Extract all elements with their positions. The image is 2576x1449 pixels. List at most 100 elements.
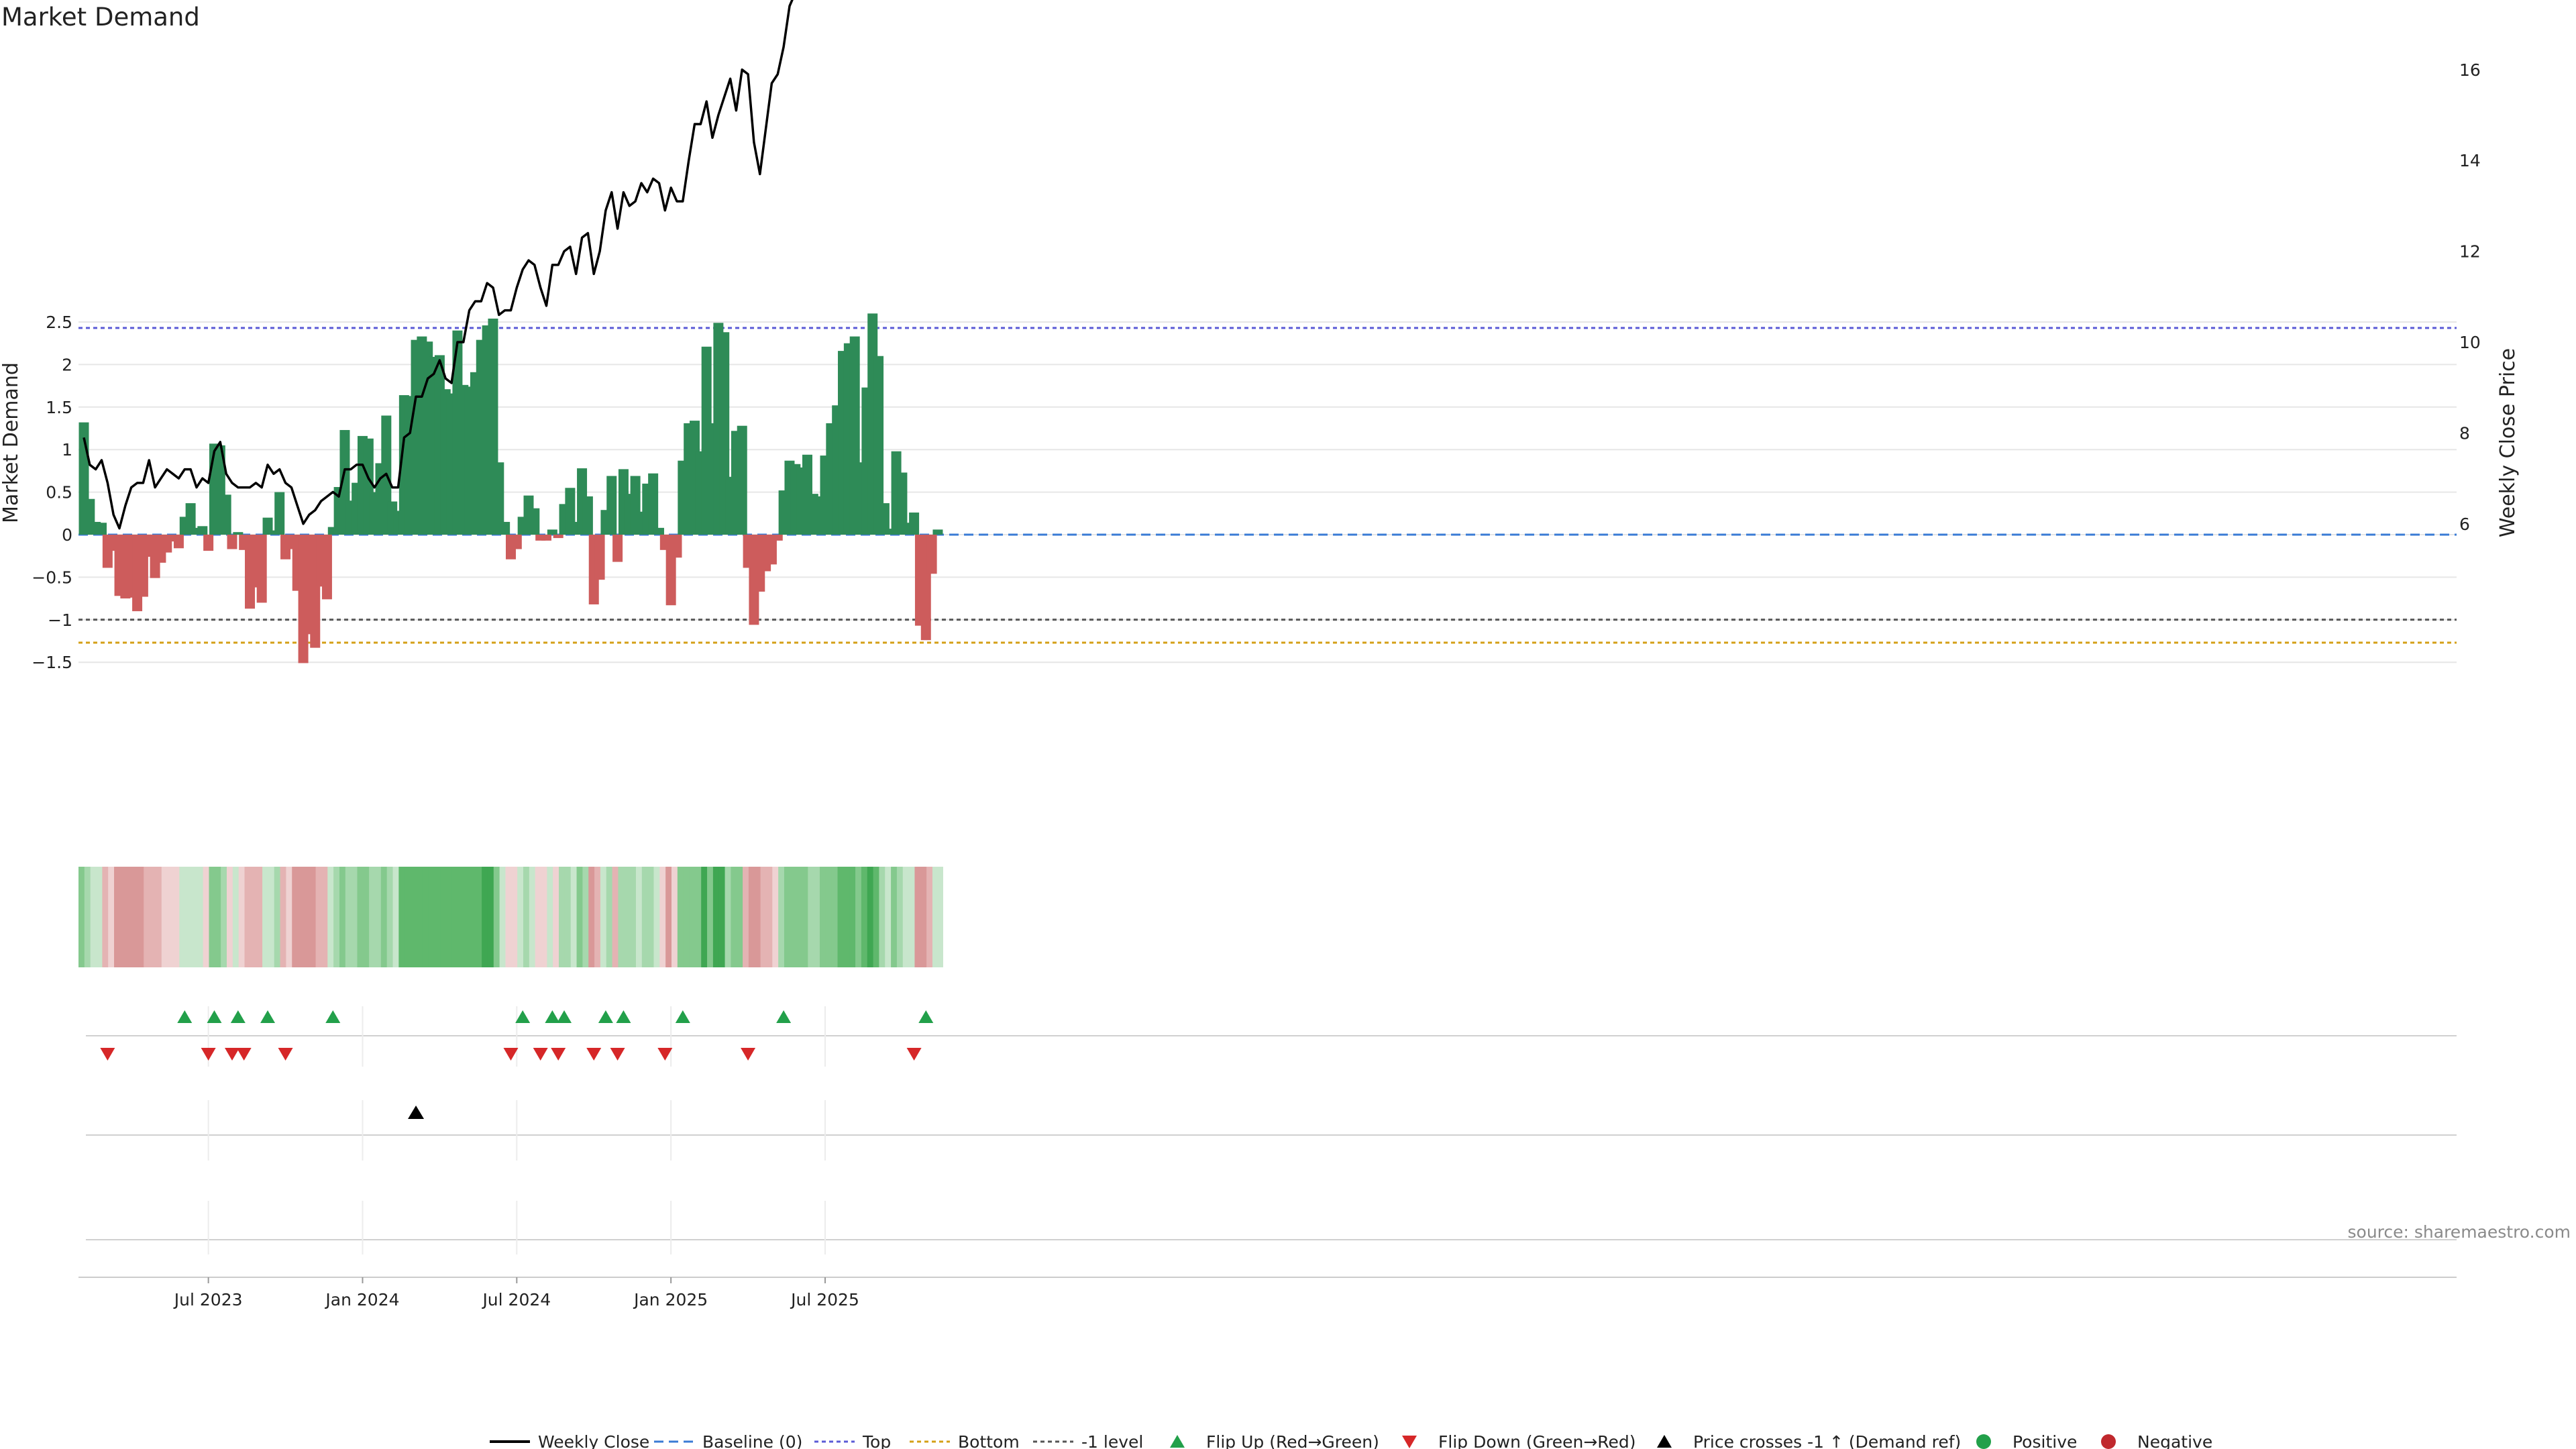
flip-down-marker bbox=[586, 1048, 602, 1061]
flip-down-marker bbox=[610, 1048, 625, 1061]
demand-bar bbox=[873, 356, 884, 535]
demand-bar bbox=[173, 535, 184, 549]
legend-swatch bbox=[2101, 1434, 2116, 1449]
legend-label: Flip Up (Red→Green) bbox=[1206, 1432, 1379, 1449]
legend-label: Weekly Close bbox=[538, 1432, 649, 1449]
flip-up-marker bbox=[230, 1010, 246, 1023]
left-tick-label: −1.5 bbox=[32, 653, 72, 672]
left-tick-label: 1 bbox=[62, 440, 72, 460]
price-line-layer bbox=[83, 0, 794, 530]
right-tick-label: 8 bbox=[2459, 423, 2470, 443]
legend-label: Positive bbox=[2012, 1432, 2077, 1449]
flip-up-marker bbox=[207, 1010, 222, 1023]
demand-bar bbox=[191, 527, 202, 535]
demand-bar bbox=[529, 508, 540, 535]
flip-up-marker bbox=[325, 1010, 341, 1023]
demand-bar bbox=[541, 535, 552, 541]
demand-bar bbox=[511, 535, 522, 549]
demand-bar bbox=[766, 535, 777, 565]
demand-bar bbox=[221, 494, 231, 535]
demand-bar bbox=[494, 462, 504, 535]
demand-bar bbox=[897, 472, 908, 535]
flip-up-marker bbox=[545, 1010, 560, 1023]
flip-down-marker bbox=[906, 1048, 922, 1061]
x-tick-label: Jan 2024 bbox=[324, 1290, 399, 1309]
legend-label: Top bbox=[862, 1432, 891, 1449]
flip-down-marker bbox=[236, 1048, 252, 1061]
flip-down-marker bbox=[741, 1048, 756, 1061]
demand-bar bbox=[500, 521, 511, 535]
demand-bars bbox=[78, 313, 943, 663]
demand-bar bbox=[553, 535, 564, 539]
flip-down-marker bbox=[278, 1048, 293, 1061]
demand-bar bbox=[203, 535, 214, 551]
left-tick-label: −0.5 bbox=[32, 568, 72, 587]
flip-up-marker bbox=[675, 1010, 690, 1023]
source-note: source: sharemaestro.com bbox=[2347, 1222, 2571, 1242]
left-tick-label: 2 bbox=[62, 355, 72, 374]
demand-heat-strip bbox=[78, 867, 943, 967]
demand-bar bbox=[97, 523, 107, 535]
demand-bar bbox=[321, 535, 332, 600]
demand-bar bbox=[227, 535, 237, 549]
legend-swatch bbox=[1170, 1435, 1185, 1448]
reference-lines bbox=[78, 327, 2457, 644]
demand-bar bbox=[327, 527, 338, 535]
flip-up-marker bbox=[616, 1010, 631, 1023]
demand-bar bbox=[772, 535, 783, 541]
demand-bar bbox=[612, 535, 623, 562]
x-tick-label: Jan 2025 bbox=[633, 1290, 708, 1309]
right-tick-label: 6 bbox=[2459, 515, 2470, 534]
flip-down-marker bbox=[100, 1048, 115, 1061]
legend-swatch bbox=[1402, 1436, 1417, 1448]
left-axis-title: Market Demand bbox=[0, 362, 23, 523]
demand-bar bbox=[606, 476, 617, 535]
legend-label: Bottom bbox=[958, 1432, 1020, 1449]
weekly-close-line bbox=[83, 0, 794, 530]
flip-down-marker bbox=[551, 1048, 566, 1061]
demand-bar bbox=[653, 527, 664, 535]
right-axis-title: Weekly Close Price bbox=[2496, 348, 2520, 537]
demand-bar bbox=[885, 529, 896, 535]
demand-bar bbox=[932, 529, 943, 535]
flip-up-marker bbox=[598, 1010, 613, 1023]
left-tick-label: −1 bbox=[48, 610, 72, 630]
legend-label: Negative bbox=[2137, 1432, 2212, 1449]
right-tick-label: 16 bbox=[2459, 60, 2481, 80]
demand-bar bbox=[879, 503, 890, 535]
x-axis: Jul 2023 Jan 2024 Jul 2024 Jan 2025 Jul 2025 bbox=[78, 1277, 2457, 1309]
x-tick-label: Jul 2023 bbox=[173, 1290, 243, 1309]
demand-bar bbox=[582, 496, 593, 535]
demand-bar bbox=[233, 532, 244, 535]
left-tick-label: 0.5 bbox=[46, 483, 72, 502]
heat-cell bbox=[932, 867, 943, 967]
axes: 2.521.510.50−0.5−1−1.52220181614121086Ma… bbox=[0, 60, 2520, 672]
flip-down-marker bbox=[533, 1048, 548, 1061]
x-tick-label: Jul 2025 bbox=[790, 1290, 859, 1309]
demand-bar bbox=[535, 535, 546, 541]
flip-up-marker bbox=[260, 1010, 276, 1023]
flip-up-marker bbox=[515, 1010, 531, 1023]
right-tick-label: 14 bbox=[2459, 151, 2481, 170]
x-tick-label: Jul 2024 bbox=[481, 1290, 551, 1309]
flip-up-marker bbox=[177, 1010, 193, 1023]
demand-bar bbox=[197, 526, 208, 535]
demand-bar bbox=[737, 425, 747, 535]
flip-up-marker bbox=[918, 1010, 934, 1023]
demand-bar bbox=[274, 492, 285, 535]
flip-down-marker bbox=[201, 1048, 216, 1061]
demand-bar bbox=[926, 535, 937, 574]
flip-down-marker bbox=[503, 1048, 519, 1061]
demand-bar bbox=[547, 529, 557, 535]
chart-title: Market Demand bbox=[1, 3, 200, 32]
right-tick-label: 10 bbox=[2459, 333, 2481, 352]
legend-swatch bbox=[1976, 1434, 1991, 1449]
left-tick-label: 0 bbox=[62, 525, 72, 545]
flip-up-marker bbox=[557, 1010, 572, 1023]
legend-label: -1 level bbox=[1081, 1432, 1143, 1449]
flip-down-marker bbox=[225, 1048, 239, 1061]
left-tick-label: 1.5 bbox=[46, 398, 72, 417]
demand-bar bbox=[185, 503, 196, 535]
legend-label: Baseline (0) bbox=[702, 1432, 802, 1449]
